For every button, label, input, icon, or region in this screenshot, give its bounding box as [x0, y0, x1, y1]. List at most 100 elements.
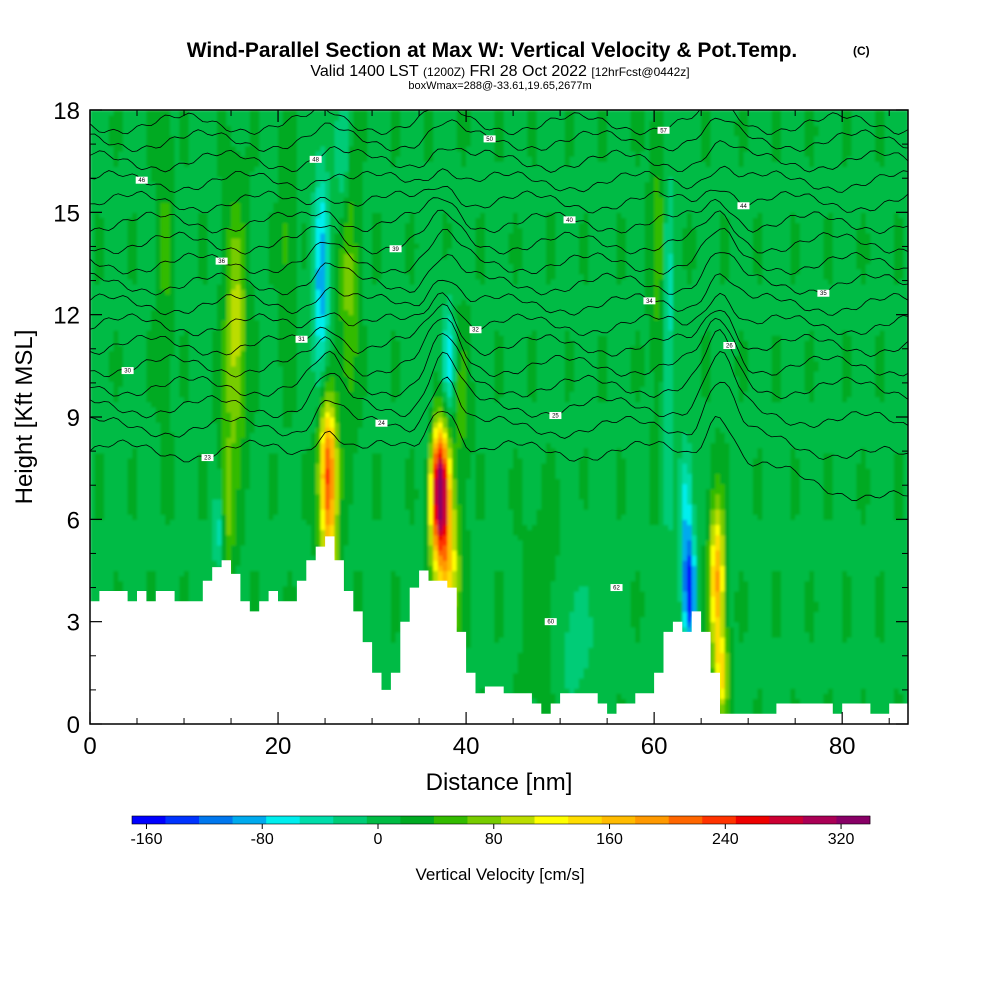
- theta-contour: [90, 411, 908, 502]
- y-tick-label: 0: [67, 712, 80, 739]
- terrain: [90, 536, 908, 724]
- contour-label-bg: [375, 419, 388, 427]
- colorbar-segment: [702, 816, 737, 824]
- contour-label-bg: [389, 245, 402, 253]
- colorbar-segment: [467, 816, 502, 824]
- colorbar-segment: [802, 816, 837, 824]
- plot-area: 23 24 25 26 30 31 32 34 35 36 39 40 44 46 48 50 57 60 62: [90, 110, 908, 724]
- contour-label: 50: [486, 137, 493, 143]
- contour-label-bg: [309, 155, 322, 163]
- contour-label-bg: [549, 412, 562, 420]
- colorbar-segment: [668, 816, 703, 824]
- colorbar-segment: [266, 816, 301, 824]
- contour-label: 30: [124, 369, 131, 375]
- contour-label: 46: [138, 178, 145, 184]
- contour-label-bg: [737, 202, 750, 210]
- contour-label-bg: [135, 176, 148, 184]
- contour-label-bg: [201, 454, 214, 462]
- theta-contour: [90, 329, 908, 400]
- theta-contour: [90, 140, 908, 173]
- contour-label-bg: [483, 135, 496, 143]
- y-tick-label: 9: [67, 405, 80, 432]
- colorbar-segment: [836, 816, 871, 824]
- theta-contour: [90, 303, 908, 358]
- colorbar-segment: [366, 816, 401, 824]
- colorbar-tick-label: 320: [828, 831, 855, 848]
- contour-label: 34: [646, 299, 653, 305]
- theta-contour: [90, 117, 908, 153]
- colorbar-segment: [501, 816, 535, 824]
- contour-label-bg: [563, 216, 576, 224]
- contour-label: 35: [820, 291, 827, 297]
- contour-label-bg: [215, 257, 228, 265]
- theta-contour: [90, 228, 908, 276]
- colorbar-tick-label: -80: [251, 831, 274, 848]
- vertical-velocity-field: [90, 110, 908, 724]
- contour-label: 32: [472, 328, 479, 334]
- contour-label: 48: [312, 157, 319, 163]
- contour-label-bg: [817, 289, 830, 297]
- theta-contour: [90, 110, 908, 136]
- y-tick-label: 6: [67, 507, 80, 534]
- colorbar-segment: [199, 816, 233, 824]
- contour-label: 40: [566, 218, 573, 224]
- x-tick-label: 60: [641, 733, 668, 760]
- valid-utc: (1200Z): [423, 65, 465, 79]
- y-axis-title: Height [Kft MSL]: [11, 330, 38, 505]
- theta-contour: [90, 292, 908, 337]
- colorbar-frame: [131, 815, 871, 825]
- contour-label: 57: [660, 128, 667, 134]
- contour-label-bg: [121, 367, 134, 375]
- forecast-info: [12hrFcst@0442z]: [591, 65, 689, 79]
- contour-label-bg: [469, 326, 482, 334]
- contour-label: 39: [392, 247, 399, 253]
- valid-date: FRI 28 Oct 2022: [470, 63, 587, 80]
- colorbar-segment: [568, 816, 602, 824]
- colorbar-segment: [635, 816, 670, 824]
- contour-label: 25: [552, 414, 559, 420]
- colorbar-segment: [769, 816, 804, 824]
- x-tick-label: 0: [83, 733, 96, 760]
- y-tick-label: 18: [53, 98, 80, 125]
- colorbar-segment: [400, 816, 435, 824]
- theta-contour: [90, 376, 908, 460]
- theta-contour: [90, 351, 908, 429]
- colorbar: -160 -80 0 80 160 240 320: [130, 815, 871, 848]
- theta-contour: [90, 317, 908, 378]
- colorbar-title: Vertical Velocity [cm/s]: [415, 865, 584, 884]
- colorbar-tick-label: 0: [374, 831, 383, 848]
- colorbar-segment: [534, 816, 569, 824]
- contour-label: 23: [204, 456, 211, 462]
- contour-label: 60: [547, 620, 554, 626]
- colorbar-tick-label: -160: [130, 831, 162, 848]
- contour-label: 36: [218, 259, 225, 265]
- x-tick-label: 40: [453, 733, 480, 760]
- contour-label-bg: [643, 297, 656, 305]
- copyright-mark: (C): [853, 44, 870, 58]
- contour-label-bg: [295, 335, 308, 343]
- contour-label: 26: [726, 344, 733, 350]
- contour-label: 31: [298, 337, 305, 343]
- x-tick-label: 20: [265, 733, 292, 760]
- x-tick-label: 80: [829, 733, 856, 760]
- contour-label: 62: [613, 586, 620, 592]
- contour-label-bg: [610, 584, 623, 592]
- colorbar-tick-label: 160: [596, 831, 623, 848]
- y-tick-label: 15: [53, 200, 80, 227]
- theta-contour: [90, 252, 908, 296]
- y-tick-label: 3: [67, 610, 80, 637]
- contour-label-bg: [723, 342, 736, 350]
- box-info: boxWmax=288@-33.61,19.65,2677m: [408, 80, 591, 92]
- colorbar-segment: [299, 816, 334, 824]
- colorbar-tick-label: 80: [485, 831, 503, 848]
- colorbar-segment: [232, 816, 267, 824]
- contour-label-bg: [657, 126, 670, 134]
- theta-contour: [90, 273, 908, 316]
- colorbar-segment: [333, 816, 368, 824]
- colorbar-segment: [433, 816, 468, 824]
- contour-label-bg: [544, 618, 557, 626]
- chart-title: Wind-Parallel Section at Max W: Vertical…: [187, 39, 798, 62]
- y-tick-label: 12: [53, 303, 80, 330]
